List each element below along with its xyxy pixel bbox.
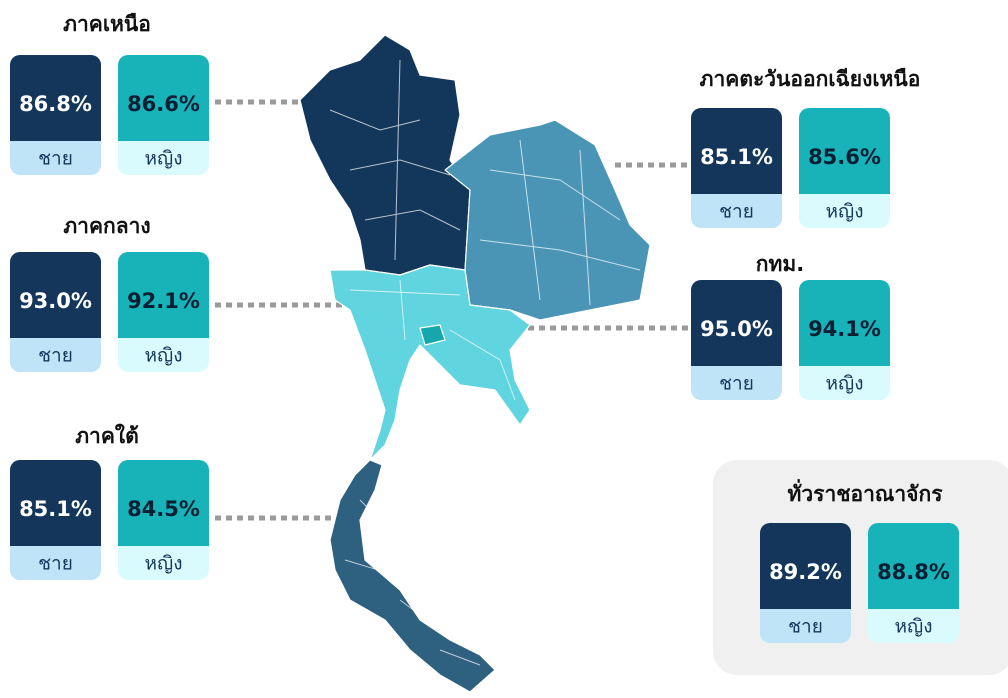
male-value-box bbox=[691, 108, 782, 194]
male-value-box-base bbox=[10, 326, 101, 338]
region-title: ภาคกลาง bbox=[63, 214, 150, 238]
female-label: หญิง bbox=[145, 553, 183, 575]
female-value-box bbox=[118, 460, 209, 546]
male-label: ชาย bbox=[38, 148, 73, 170]
female-percent: 84.5% bbox=[127, 497, 200, 521]
female-value-box-base bbox=[118, 534, 209, 546]
female-label: หญิง bbox=[145, 148, 183, 170]
province-lines bbox=[329, 59, 641, 666]
male-percent: 86.8% bbox=[19, 92, 92, 116]
male-value-box-base bbox=[10, 534, 101, 546]
female-value-box-base bbox=[799, 354, 890, 366]
female-value-box bbox=[118, 252, 209, 338]
female-percent: 94.1% bbox=[808, 317, 881, 341]
female-percent: 85.6% bbox=[808, 145, 881, 169]
female-value-box bbox=[799, 280, 890, 366]
male-percent: 85.1% bbox=[19, 497, 92, 521]
region-title: ทั่วราชอาณาจักร bbox=[788, 478, 944, 506]
male-percent: 93.0% bbox=[19, 289, 92, 313]
female-value-box-base bbox=[118, 326, 209, 338]
male-value-box bbox=[760, 523, 851, 609]
central-region bbox=[329, 264, 531, 461]
female-label: หญิง bbox=[145, 345, 183, 367]
male-value-box-base bbox=[10, 129, 101, 141]
male-value-box-base bbox=[760, 597, 851, 609]
male-percent: 89.2% bbox=[769, 560, 842, 584]
male-value-box bbox=[10, 55, 101, 141]
thailand-map bbox=[299, 34, 651, 693]
male-percent: 95.0% bbox=[700, 317, 773, 341]
male-percent: 85.1% bbox=[700, 145, 773, 169]
region-title: ภาคเหนือ bbox=[63, 12, 151, 36]
male-value-box-base bbox=[691, 354, 782, 366]
male-label: ชาย bbox=[719, 373, 754, 395]
female-label: หญิง bbox=[895, 616, 933, 638]
female-value-box bbox=[868, 523, 959, 609]
male-value-box bbox=[691, 280, 782, 366]
region-title: กทม. bbox=[756, 252, 804, 276]
male-label: ชาย bbox=[719, 201, 754, 223]
female-percent: 86.6% bbox=[127, 92, 200, 116]
male-label: ชาย bbox=[788, 616, 823, 638]
north-region bbox=[299, 34, 471, 276]
female-value-box bbox=[799, 108, 890, 194]
male-value-box bbox=[10, 460, 101, 546]
male-label: ชาย bbox=[38, 553, 73, 575]
female-value-box bbox=[118, 55, 209, 141]
male-value-box bbox=[10, 252, 101, 338]
female-label: หญิง bbox=[826, 373, 864, 395]
female-percent: 92.1% bbox=[127, 289, 200, 313]
male-value-box-base bbox=[691, 182, 782, 194]
female-label: หญิง bbox=[826, 201, 864, 223]
bangkok bbox=[419, 324, 446, 346]
female-value-box-base bbox=[799, 182, 890, 194]
leader-lines bbox=[215, 99, 690, 521]
female-percent: 88.8% bbox=[877, 560, 950, 584]
male-label: ชาย bbox=[38, 345, 73, 367]
female-value-box-base bbox=[868, 597, 959, 609]
region-title: ภาคใต้ bbox=[75, 423, 139, 448]
south-region bbox=[329, 459, 496, 693]
region-title: ภาคตะวันออกเฉียงเหนือ bbox=[700, 67, 921, 91]
female-value-box-base bbox=[118, 129, 209, 141]
